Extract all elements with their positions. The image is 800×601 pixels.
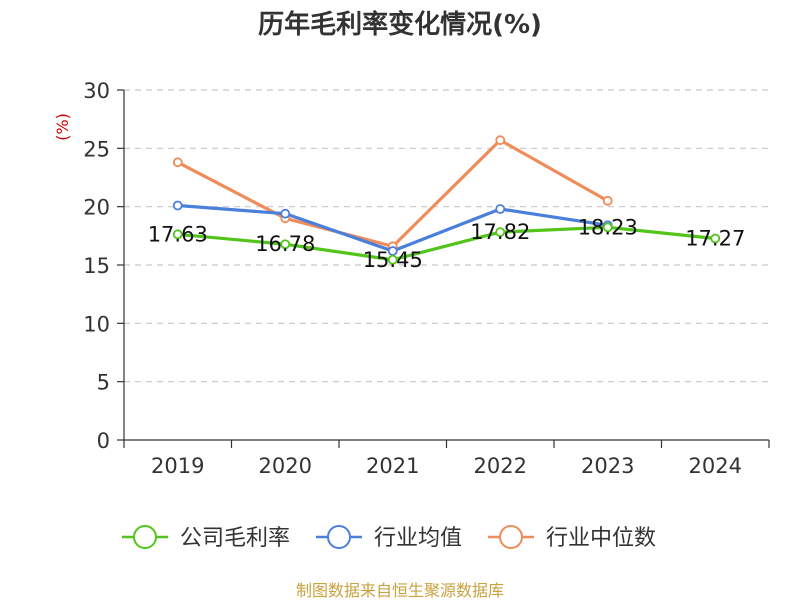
data-point: [172, 157, 183, 168]
data-label: 17.63: [148, 222, 208, 246]
x-tick-label: 2023: [581, 454, 634, 478]
x-tick-label: 2022: [474, 454, 527, 478]
data-point: [387, 254, 398, 265]
data-point: [172, 229, 183, 240]
y-tick-label: 25: [83, 137, 110, 161]
y-tick-label: 20: [83, 196, 110, 220]
y-tick-label: 5: [97, 371, 110, 395]
y-tick-label: 30: [83, 79, 110, 103]
x-tick-label: 2020: [259, 454, 312, 478]
data-label: 18.23: [578, 215, 638, 239]
y-tick-label: 10: [83, 312, 110, 336]
series-line: [177, 225, 716, 262]
x-tick-label: 2021: [366, 454, 419, 478]
legend-label: 公司毛利率: [180, 526, 290, 551]
data-point: [280, 208, 291, 219]
x-tick-label: 2019: [151, 454, 204, 478]
data-point: [602, 222, 613, 233]
x-tick-label: 2024: [689, 454, 742, 478]
data-point: [710, 233, 721, 244]
legend-label: 行业均值: [374, 526, 462, 551]
legend-label: 行业中位数: [546, 526, 656, 551]
data-label: 15.45: [363, 248, 423, 272]
legend-marker: [499, 525, 523, 549]
x-axis-ticks: 2019 2020 2021 2022 2023 2024: [123, 440, 770, 478]
legend: 公司毛利率 行业均值 行业中位数: [122, 525, 656, 551]
data-point: [280, 239, 291, 250]
grid-lines: [124, 89, 769, 383]
y-axis-label: (%): [53, 113, 72, 141]
data-point: [495, 135, 506, 146]
chart-title: 历年毛利率变化情况(%): [258, 10, 542, 40]
legend-marker: [133, 525, 157, 549]
data-labels: 17.63 16.78 15.45 17.82 18.23 17.27: [148, 215, 746, 271]
series-points: [172, 135, 721, 265]
data-point: [172, 200, 183, 211]
data-point: [602, 195, 613, 206]
data-point: [495, 204, 506, 214]
data-point: [495, 227, 506, 238]
data-label: 17.82: [470, 220, 530, 244]
y-tick-label: 15: [83, 254, 110, 278]
data-label: 16.78: [255, 232, 315, 256]
source-note: 制图数据来自恒生聚源数据库: [295, 581, 504, 600]
y-axis-ticks: 0 5 10 15 20 25 30: [83, 79, 124, 453]
y-tick-label: 0: [97, 429, 110, 453]
legend-marker: [327, 525, 351, 549]
data-label: 17.27: [685, 227, 745, 251]
